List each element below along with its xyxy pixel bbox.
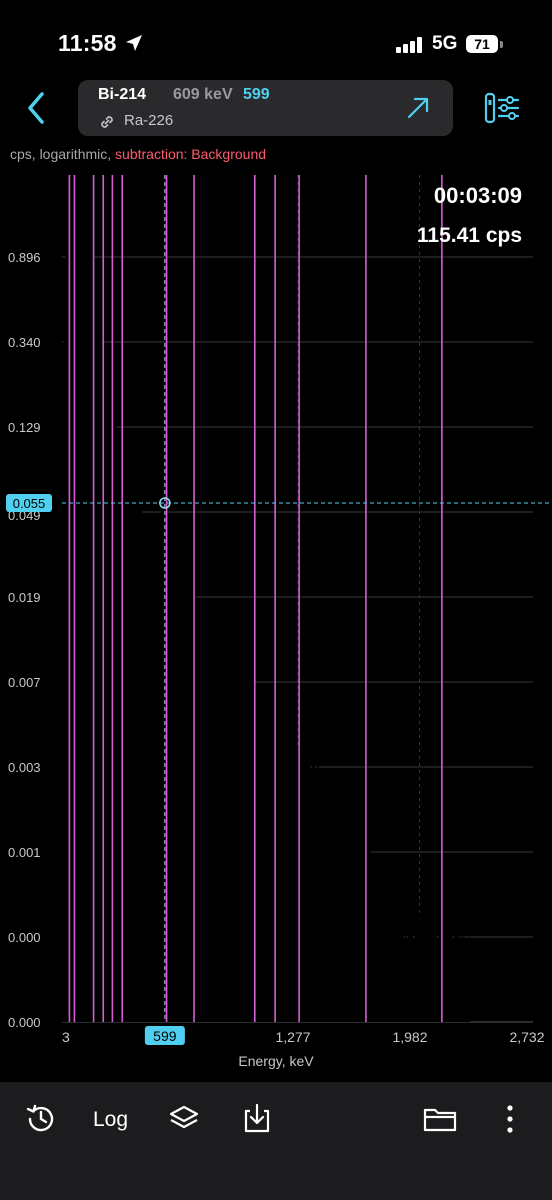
chart-subtitle: cps, logarithmic, subtraction: Backgroun…: [10, 146, 266, 162]
cursor-point: [159, 497, 171, 509]
layers-icon[interactable]: [167, 1102, 201, 1136]
x-axis-label: Energy, keV: [238, 1053, 314, 1069]
cursor-y-label: 0.055: [13, 496, 46, 511]
location-arrow-icon: [126, 35, 142, 51]
nuclide-name: Bi-214: [98, 86, 147, 103]
nuclide-counts: 599: [243, 86, 270, 103]
open-arrow-icon[interactable]: [406, 96, 430, 120]
y-tick-label: 0.019: [8, 590, 41, 605]
y-tick-label: 0.001: [8, 845, 41, 860]
folder-icon[interactable]: [422, 1102, 458, 1136]
y-tick-label: 0.340: [8, 335, 41, 350]
log-scale-button[interactable]: Log: [93, 1108, 129, 1131]
y-tick-label: 0.000: [8, 930, 41, 945]
x-tick-label: 1,277: [275, 1029, 310, 1045]
cellular-signal-icon: [396, 37, 424, 53]
nuclide-card[interactable]: Bi-214 609 keV 599 Ra-226: [78, 80, 453, 136]
parent-nuclide: Ra-226: [124, 112, 174, 129]
cursor-x-badge: [144, 1026, 185, 1045]
y-tick-label: 0.896: [8, 250, 41, 265]
y-tick-label: 0.129: [8, 420, 41, 435]
subtitle-subtraction[interactable]: subtraction: Background: [115, 146, 267, 162]
network-type: 5G: [432, 33, 458, 54]
spectrum-area: [62, 200, 470, 1022]
status-time: 11:58: [58, 30, 117, 56]
bottom-toolbar: Log: [0, 1082, 552, 1200]
battery-tip: [500, 41, 503, 48]
elapsed-time: 00:03:09: [433, 183, 522, 208]
back-chevron-icon[interactable]: [18, 88, 58, 128]
import-icon[interactable]: [240, 1102, 274, 1136]
y-tick-label: 0.003: [8, 760, 41, 775]
filter-settings-icon[interactable]: [484, 92, 520, 124]
x-tick-label: 1,982: [392, 1029, 427, 1045]
x-tick-label: 3: [62, 1029, 70, 1045]
y-tick-label: 0.007: [8, 675, 41, 690]
count-rate: 115.41 cps: [416, 224, 522, 247]
x-tick-label: 2,732: [509, 1029, 544, 1045]
more-options-icon[interactable]: [500, 1102, 520, 1136]
nuclide-energy: 609 keV: [173, 86, 233, 103]
cursor-x-label: 599: [153, 1028, 177, 1044]
subtitle-units: cps, logarithmic,: [10, 146, 116, 162]
battery-icon: 71: [466, 35, 498, 53]
highlighted-region: [62, 200, 103, 1022]
status-bar: 11:58 5G 71: [0, 0, 552, 80]
link-icon: [101, 116, 113, 128]
history-icon[interactable]: [24, 1102, 58, 1136]
y-tick-label: 0.000: [8, 1015, 41, 1030]
cursor-y-badge: [6, 494, 52, 512]
spectrum-chart[interactable]: 0.8960.3400.1290.0490.0190.0070.0030.001…: [0, 168, 552, 1080]
